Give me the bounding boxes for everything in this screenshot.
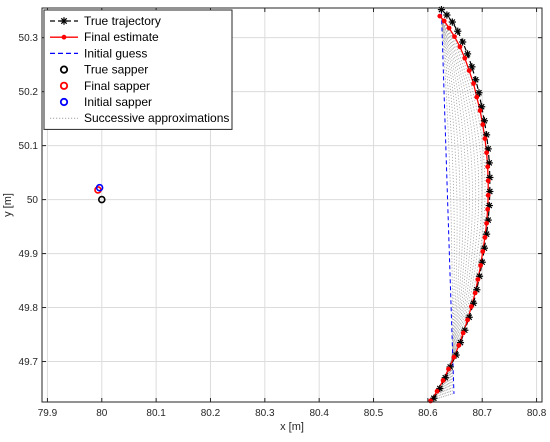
final-estimate-point (465, 317, 470, 323)
legend-label: Successive approximations (84, 111, 229, 125)
legend-label: Initial guess (84, 46, 147, 60)
x-tick-label: 80.4 (309, 408, 329, 419)
approximation-curve (440, 14, 464, 397)
final-estimate-point (460, 330, 466, 336)
final-estimate-point (437, 13, 443, 19)
x-tick-label: 80.5 (364, 408, 384, 419)
sapper-marker (95, 183, 104, 192)
true-trajectory-point (448, 18, 456, 26)
final-estimate-point (452, 34, 457, 40)
x-tick-label: 80.8 (527, 408, 547, 419)
y-tick-label: 50.1 (19, 141, 39, 152)
approximation-curve (435, 15, 480, 400)
legend-entry: Successive approximations (50, 111, 229, 125)
final-estimate-point (485, 164, 491, 170)
initial-guess-line (440, 13, 455, 394)
legend-label: True sapper (84, 63, 148, 77)
final-estimate-point (451, 354, 457, 360)
y-axis-label: y [m] (2, 193, 14, 217)
x-tick-label: 79.9 (38, 408, 58, 419)
y-tick-label: 49.9 (19, 249, 39, 260)
legend-asterisk-marker (60, 17, 68, 25)
final-estimate-point (441, 18, 447, 24)
legend-label: Final estimate (84, 30, 159, 44)
y-tick-label: 50.3 (19, 33, 39, 44)
final-estimate-point (474, 94, 480, 100)
final-estimate-point (462, 55, 468, 61)
final-estimate-point (440, 378, 446, 383)
legend-label: True trajectory (84, 14, 161, 28)
true-trajectory-line (433, 9, 491, 399)
final-estimate-point (446, 366, 451, 372)
legend-entry: Final estimate (50, 30, 159, 44)
final-estimate-point (478, 263, 483, 268)
series-layer (428, 6, 494, 404)
true-trajectory-point (454, 27, 462, 35)
x-tick-label: 80.1 (146, 408, 166, 419)
final-estimate-point (485, 206, 491, 212)
final-estimate-point (475, 277, 481, 282)
legend-label: Final sapper (84, 79, 150, 93)
final-estimate-point (482, 136, 488, 142)
final-estimate-point (482, 234, 488, 240)
final-estimate-point (480, 122, 486, 127)
sapper-marker (97, 195, 106, 204)
x-axis-label: x [m] (280, 421, 304, 433)
legend-box (43, 9, 233, 130)
approximation-curve (439, 14, 473, 399)
final-estimate-point (485, 178, 491, 184)
final-estimate-point (446, 25, 452, 31)
true-trajectory-point (459, 38, 467, 46)
y-tick-label: 49.8 (19, 303, 39, 314)
final-estimate-point (434, 388, 440, 394)
legend-entry: Initial guess (50, 46, 147, 60)
final-estimate-point (472, 290, 478, 296)
final-estimate-point (485, 192, 491, 198)
legend-entry: True sapper (59, 63, 148, 77)
legend-entry: Initial sapper (59, 95, 152, 109)
y-tick-label: 49.7 (19, 357, 39, 368)
x-tick-label: 80.2 (201, 408, 221, 419)
x-tick-label: 80 (96, 408, 108, 419)
final-estimate-point (456, 342, 462, 348)
final-estimate-point (480, 249, 486, 254)
approximation-curve (440, 13, 458, 396)
true-trajectory-point (437, 6, 446, 14)
approximation-curve (440, 14, 470, 398)
approximation-curve (437, 15, 477, 399)
x-tick-label: 80.3 (255, 408, 275, 419)
final-estimate-point (457, 44, 463, 50)
legend-entry: True trajectory (50, 14, 161, 28)
x-tick-label: 80.7 (472, 408, 492, 419)
true-trajectory-point (475, 89, 483, 97)
final-estimate-point (477, 108, 483, 113)
true-trajectory-point (463, 50, 472, 58)
legend: True trajectory Final estimate Initial gue… (43, 9, 233, 130)
final-estimate-point (468, 304, 474, 309)
y-tick-label: 50.2 (19, 87, 39, 98)
final-estimate-point (484, 220, 489, 226)
final-estimate-point (484, 150, 489, 156)
final-estimate-point (471, 81, 476, 86)
final-estimate-point (466, 68, 472, 74)
y-tick-label: 50 (27, 195, 39, 206)
approximation-curve (440, 14, 467, 398)
approximation-curve (440, 13, 453, 395)
true-trajectory-point (443, 11, 451, 19)
legend-entry: Final sapper (59, 79, 150, 93)
x-tick-label: 80.6 (418, 408, 438, 419)
axis-ticks: 79.9 80 80.1 80.2 80.3 80.4 80.5 80.6 80.7 80.8 49… (19, 8, 547, 419)
sapper-markers (94, 183, 106, 204)
plot-frame (41, 7, 543, 403)
final-estimate-point (428, 398, 433, 404)
legend-label: Initial sapper (84, 95, 152, 109)
